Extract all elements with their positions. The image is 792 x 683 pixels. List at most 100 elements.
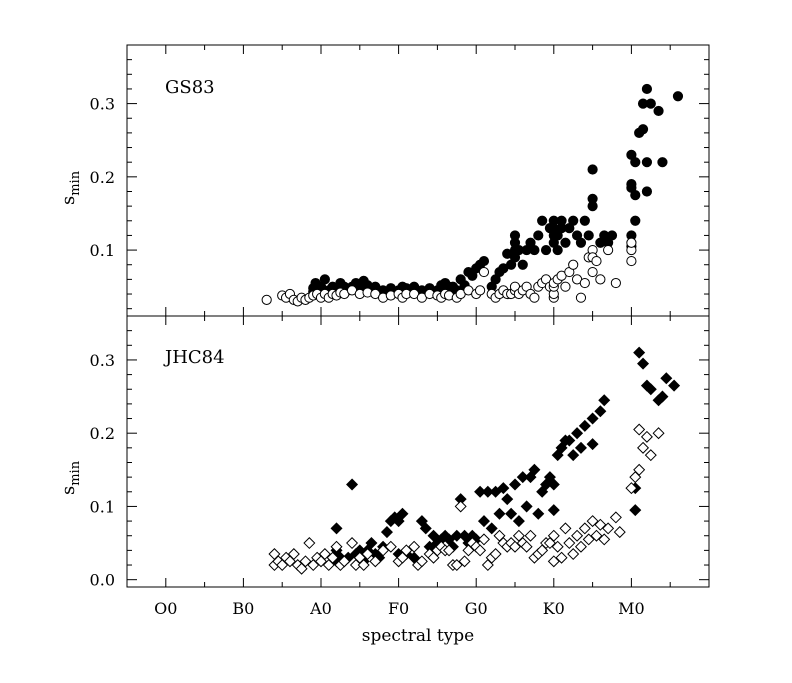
panel-bottom-filled-diamond-point	[578, 419, 591, 432]
panel-bottom-ytick-label: 0.1	[90, 497, 115, 516]
panel-bottom-open-diamond-point	[613, 526, 626, 539]
panel-top-points	[261, 83, 684, 307]
svg-text:smin: smin	[58, 460, 83, 495]
panel-top-open-circle-point	[587, 266, 598, 278]
panel-bottom-filled-diamond-point	[644, 383, 657, 396]
panel-bottom-ticks: 0.0 0.1 0.2 0.3	[90, 315, 709, 590]
panel-bottom-open-diamond-point	[303, 537, 316, 550]
panel-top-filled-circle-point	[641, 83, 653, 95]
panel-bottom-filled-diamond-point	[501, 493, 514, 506]
panel-bottom-filled-diamond-point	[586, 412, 599, 425]
panel-bottom-open-diamond-point	[346, 537, 359, 550]
panel-top-filled-circle-point	[583, 230, 594, 241]
panel-top-filled-circle-point	[630, 190, 641, 201]
panel-bottom-frame	[126, 315, 710, 588]
panel-top-open-circle-point	[261, 294, 272, 305]
panel-bottom-open-diamond-point	[489, 548, 502, 561]
panel-bottom-open-diamond-point	[625, 482, 638, 495]
panel-bottom-filled-diamond-point	[563, 434, 576, 447]
panel-bottom-open-diamond-point	[652, 427, 665, 440]
panel-bottom-filled-diamond-point	[330, 522, 343, 535]
panel-top-ytick-label: 0.3	[90, 95, 115, 114]
panel-bottom-open-diamond-point	[454, 500, 467, 513]
panel-bottom-filled-diamond-point	[520, 500, 533, 513]
panel-bottom-open-diamond-point	[415, 555, 428, 568]
panel-bottom-filled-diamond-point	[512, 515, 525, 528]
panel-bottom-filled-diamond-point	[547, 504, 560, 517]
panel-bottom-filled-diamond-point	[594, 405, 607, 418]
panel-top-filled-circle-point	[560, 237, 571, 248]
panel-top-filled-circle-point	[517, 259, 528, 270]
panel-bottom-open-diamond-point	[458, 555, 471, 568]
panel-bottom-open-diamond-point	[361, 548, 374, 561]
panel-top-filled-circle-point	[606, 230, 618, 241]
panel-bottom-open-diamond-point	[586, 515, 599, 528]
panel-bottom-ylabel: smin	[58, 460, 83, 495]
panel-top-open-circle-point	[560, 281, 571, 292]
panel-top-open-circle-point	[603, 244, 614, 256]
panel-bottom-filled-diamond-point	[508, 478, 522, 491]
panel-bottom-filled-diamond-point	[419, 522, 432, 535]
x-tick-label: G0	[465, 599, 488, 618]
panel-bottom-filled-diamond-point	[396, 507, 409, 520]
panel-bottom-open-diamond-point	[644, 449, 657, 462]
panel-top-ytick-label: 0.2	[90, 168, 115, 187]
panel-top-filled-circle-point	[556, 215, 567, 226]
panel-bottom-open-diamond-point	[330, 540, 343, 553]
panel-top-filled-circle-point	[575, 237, 587, 248]
panel-top-open-circle-point	[595, 274, 606, 285]
panel-bottom-open-diamond-point	[602, 522, 615, 535]
panel-top-open-circle-point	[579, 277, 590, 289]
x-tick-label: K0	[543, 599, 565, 618]
panel-top-filled-circle-point	[630, 157, 641, 168]
panel-bottom-open-diamond-point	[443, 544, 456, 557]
panel-bottom-open-diamond-point	[338, 555, 351, 568]
panel-bottom-ytick-label: 0.0	[90, 571, 115, 590]
panel-top-open-circle-point	[610, 277, 621, 289]
panel-bottom-ytick-label: 0.3	[90, 351, 115, 370]
panel-bottom-filled-diamond-point	[637, 357, 650, 370]
panel-bottom-filled-diamond-point	[574, 441, 587, 454]
panel-top-ytick-label: 0.1	[90, 241, 115, 260]
panel-bottom-open-diamond-point	[551, 540, 564, 553]
panel-top-ticks: 0.1 0.2 0.3	[90, 44, 709, 316]
panel-bottom-filled-diamond-point	[629, 504, 642, 517]
panel-bottom-open-diamond-point	[571, 529, 584, 542]
panel-bottom-open-diamond-point	[547, 529, 560, 542]
panel-top: GS83 smin 0.1 0.2 0.3	[58, 44, 710, 317]
panel-bottom-open-diamond-point	[640, 430, 653, 443]
panel-top-filled-circle-point	[552, 244, 563, 256]
panel-bottom-open-diamond-point	[609, 511, 622, 524]
panel-bottom-open-diamond-point	[547, 555, 560, 568]
panel-top-open-circle-point	[626, 237, 637, 248]
panel-bottom-open-diamond-point	[590, 529, 603, 542]
panel-bottom-open-diamond-point	[326, 551, 339, 564]
panel-top-label: GS83	[165, 77, 215, 98]
panel-bottom-open-diamond-point	[555, 551, 568, 564]
panel-bottom-ytick-label: 0.2	[90, 424, 115, 443]
panel-bottom-ylabel-main: s	[58, 486, 79, 495]
panel-bottom-open-diamond-point	[574, 540, 587, 553]
panel-bottom-points	[268, 346, 681, 575]
panel-bottom-open-diamond-point	[520, 540, 533, 553]
panel-bottom-open-diamond-point	[400, 544, 413, 557]
panel-bottom-filled-diamond-point	[485, 522, 498, 535]
panel-bottom-open-diamond-point	[384, 540, 397, 553]
panel-bottom-open-diamond-point	[524, 529, 537, 542]
panel-bottom-filled-diamond-point	[505, 507, 518, 520]
panel-top-open-circle-point	[575, 292, 587, 303]
panel-top-ylabel-main: s	[58, 196, 79, 205]
panel-bottom: JHC84 smin 0.0 0.1 0.2 0.3 O0 B0 A0 F0 G0 K0 M0 s…	[58, 315, 710, 646]
panel-bottom-open-diamond-point	[633, 463, 646, 476]
panel-bottom-open-diamond-point	[563, 537, 576, 550]
panel-top-filled-circle-point	[637, 124, 649, 135]
panel-top-open-circle-point	[626, 255, 637, 267]
panel-bottom-filled-diamond-point	[477, 515, 490, 528]
panel-bottom-open-diamond-point	[377, 544, 390, 557]
panel-bottom-open-diamond-point	[598, 533, 611, 546]
panel-top-filled-circle-point	[568, 215, 579, 226]
panel-top-filled-circle-point	[579, 215, 590, 226]
panel-top-filled-circle-point	[587, 164, 598, 175]
panel-bottom-open-diamond-point	[287, 548, 300, 561]
